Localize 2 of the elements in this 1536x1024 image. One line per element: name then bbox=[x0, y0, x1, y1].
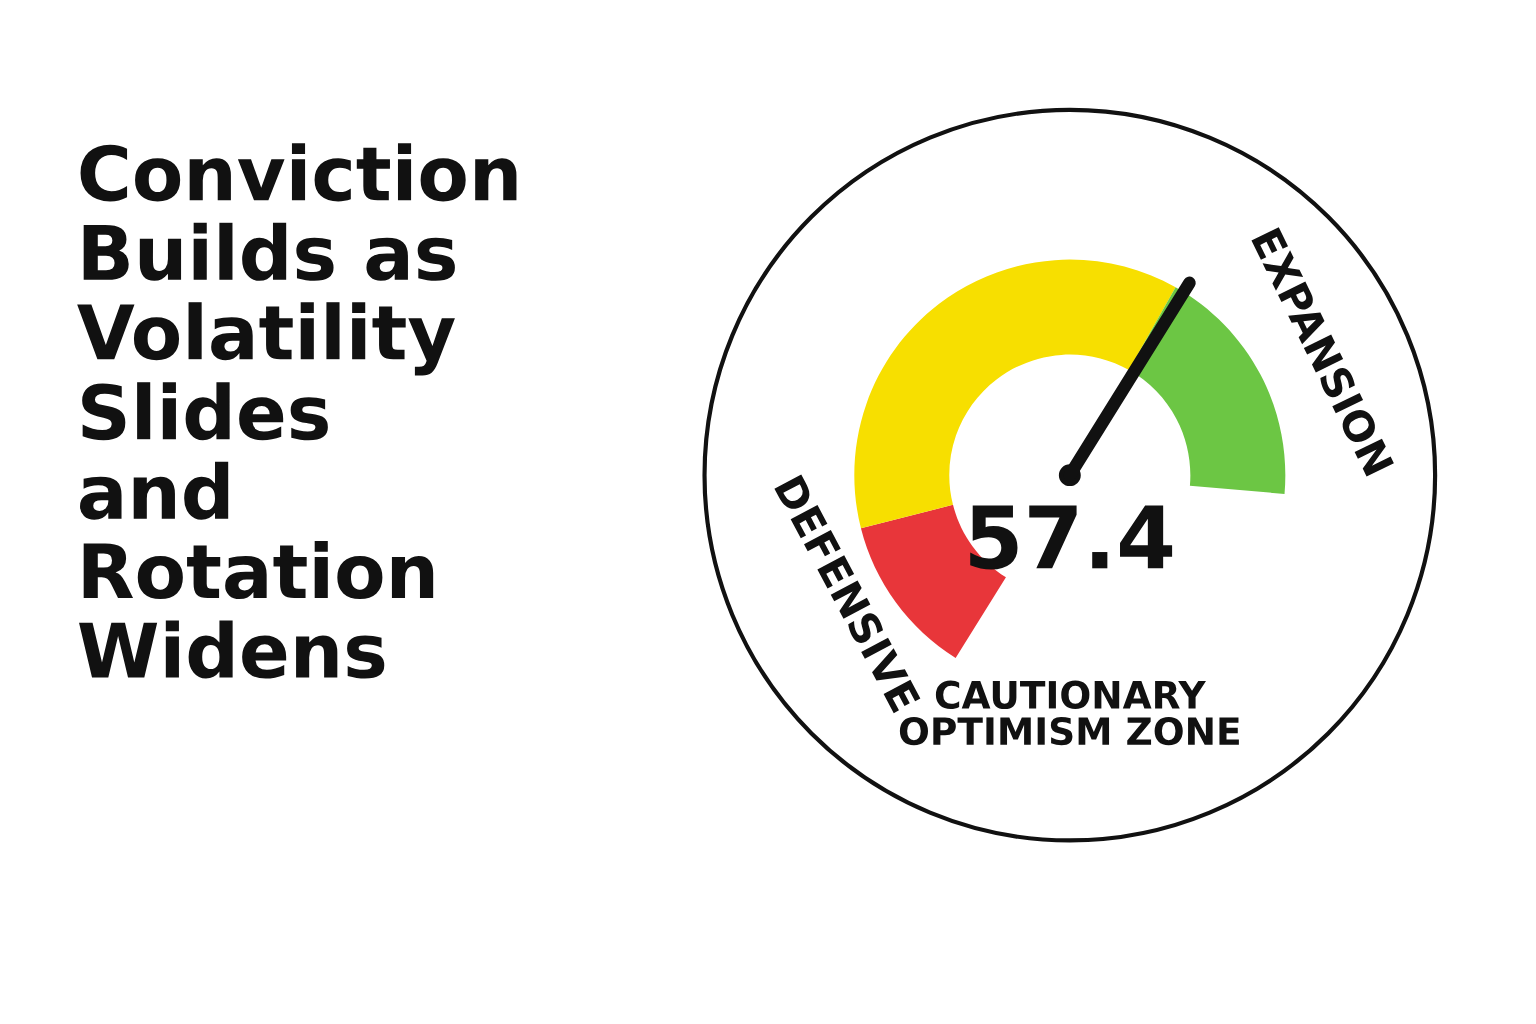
text: 57.4 bbox=[970, 505, 1173, 570]
text: Conviction Builds as Volatility Slides and Rotation Widens bbox=[77, 143, 517, 679]
